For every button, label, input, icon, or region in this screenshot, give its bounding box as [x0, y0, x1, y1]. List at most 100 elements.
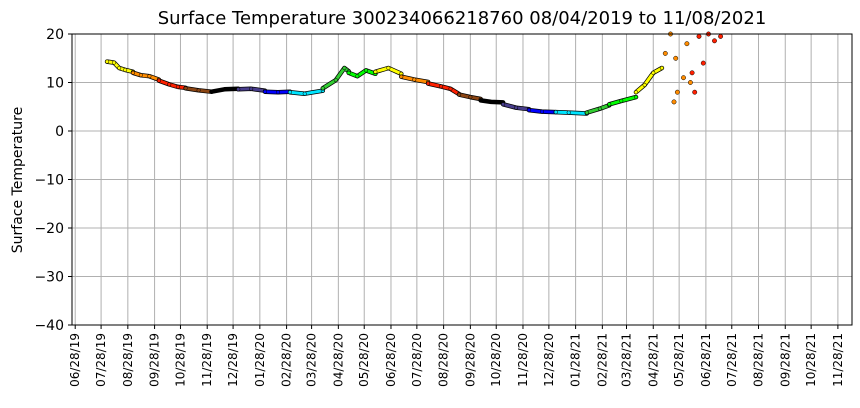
x-tick-label: 03/28/20 — [305, 333, 319, 387]
data-point — [302, 91, 307, 96]
x-tick-label: 10/28/21 — [804, 333, 818, 387]
data-point — [130, 70, 136, 75]
data-point — [689, 70, 695, 76]
x-tick-label: 05/28/21 — [672, 333, 686, 387]
x-tick-label: 11/28/21 — [831, 333, 845, 387]
data-point — [633, 95, 639, 100]
x-tick-label: 10/28/20 — [489, 333, 503, 387]
data-point — [196, 88, 201, 93]
data-point — [692, 89, 698, 95]
chart-title: Surface Temperature 300234066218760 08/0… — [158, 8, 767, 29]
data-point — [156, 78, 161, 83]
data-point — [262, 89, 268, 94]
x-tick-label: 02/28/21 — [595, 333, 609, 387]
data-point — [607, 102, 612, 107]
x-tick-label: 09/28/19 — [148, 333, 162, 387]
grid-lines — [72, 33, 852, 326]
data-point — [501, 102, 506, 107]
x-tick-label: 04/28/20 — [331, 333, 345, 387]
data-point — [138, 73, 143, 78]
data-point — [659, 65, 664, 71]
data-point — [597, 106, 602, 111]
x-tick-label: 01/28/20 — [253, 333, 267, 387]
data-point — [209, 89, 214, 94]
x-tick-label: 06/28/21 — [699, 333, 713, 387]
x-tick-label: 12/28/20 — [542, 333, 556, 387]
data-point — [684, 41, 690, 47]
data-point — [489, 99, 494, 104]
data-point — [712, 38, 717, 44]
x-tick-label: 01/28/21 — [569, 333, 583, 387]
data-point — [175, 84, 180, 89]
data-point — [681, 75, 686, 81]
data-point — [642, 82, 647, 87]
y-tick-label: 20 — [46, 27, 64, 43]
series-segment — [157, 79, 188, 90]
data-point — [687, 80, 693, 85]
data-point — [320, 86, 325, 91]
data-point — [287, 90, 293, 95]
x-tick-label: 02/28/20 — [280, 333, 294, 387]
x-tick-label: 05/28/20 — [357, 333, 371, 387]
data-point — [696, 33, 702, 39]
y-ticks: 20 10 0 −10 −20 −30 −40 — [34, 27, 72, 334]
data-point — [539, 109, 545, 114]
series-segment — [321, 66, 351, 90]
data-point — [526, 108, 532, 113]
data-point — [123, 67, 128, 72]
data-point — [386, 65, 391, 71]
data-point — [478, 98, 483, 103]
data-point — [700, 60, 706, 66]
data-point — [584, 110, 589, 115]
data-point — [167, 82, 172, 87]
data-point — [468, 95, 473, 100]
data-point — [412, 77, 417, 82]
x-tick-label: 10/28/19 — [173, 333, 187, 387]
data-point — [373, 69, 378, 74]
data-point — [718, 33, 724, 39]
data-point — [399, 74, 404, 79]
y-axis-label: Surface Temperature — [10, 107, 26, 253]
data-point — [633, 90, 639, 95]
x-tick-label: 03/28/21 — [620, 333, 634, 387]
data-layer — [104, 31, 724, 116]
x-tick-label: 11/28/19 — [200, 333, 214, 387]
data-point — [448, 86, 453, 91]
y-tick-label: −20 — [34, 221, 64, 237]
series-segment — [426, 82, 461, 96]
y-tick-label: −30 — [34, 270, 64, 286]
x-tick-label: 09/28/20 — [463, 333, 477, 387]
series-segment — [347, 68, 377, 78]
series-segment — [131, 71, 161, 82]
x-tick-label: 11/28/20 — [516, 333, 530, 387]
data-point — [514, 105, 519, 110]
data-point — [619, 98, 624, 103]
x-tick-label: 04/28/21 — [646, 333, 660, 387]
x-tick-label: 07/28/21 — [725, 333, 739, 387]
x-tick-label: 08/28/20 — [437, 333, 451, 387]
data-point — [105, 59, 110, 64]
data-point — [363, 68, 369, 73]
x-tick-label: 06/28/19 — [68, 333, 82, 387]
x-tick-label: 09/28/21 — [778, 333, 792, 387]
data-point — [553, 110, 558, 115]
data-point — [333, 78, 338, 83]
y-tick-label: −40 — [34, 318, 64, 334]
y-tick-label: 0 — [55, 124, 64, 140]
data-point — [673, 55, 679, 61]
series-segment — [634, 66, 664, 94]
data-point — [346, 70, 351, 75]
x-tick-label: 12/28/19 — [226, 333, 240, 387]
data-point — [236, 87, 241, 92]
data-point — [438, 84, 444, 89]
y-tick-label: −10 — [34, 173, 64, 189]
data-point — [275, 90, 281, 95]
data-point — [111, 60, 117, 65]
x-tick-label: 06/28/20 — [384, 333, 398, 387]
data-point — [342, 65, 347, 71]
data-point — [651, 70, 656, 75]
x-ticks: 06/28/19 07/28/19 08/28/19 09/28/19 10/28/19… — [68, 325, 845, 387]
data-point — [183, 86, 188, 91]
